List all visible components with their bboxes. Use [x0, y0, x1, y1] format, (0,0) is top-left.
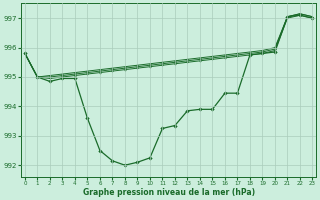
X-axis label: Graphe pression niveau de la mer (hPa): Graphe pression niveau de la mer (hPa): [83, 188, 255, 197]
